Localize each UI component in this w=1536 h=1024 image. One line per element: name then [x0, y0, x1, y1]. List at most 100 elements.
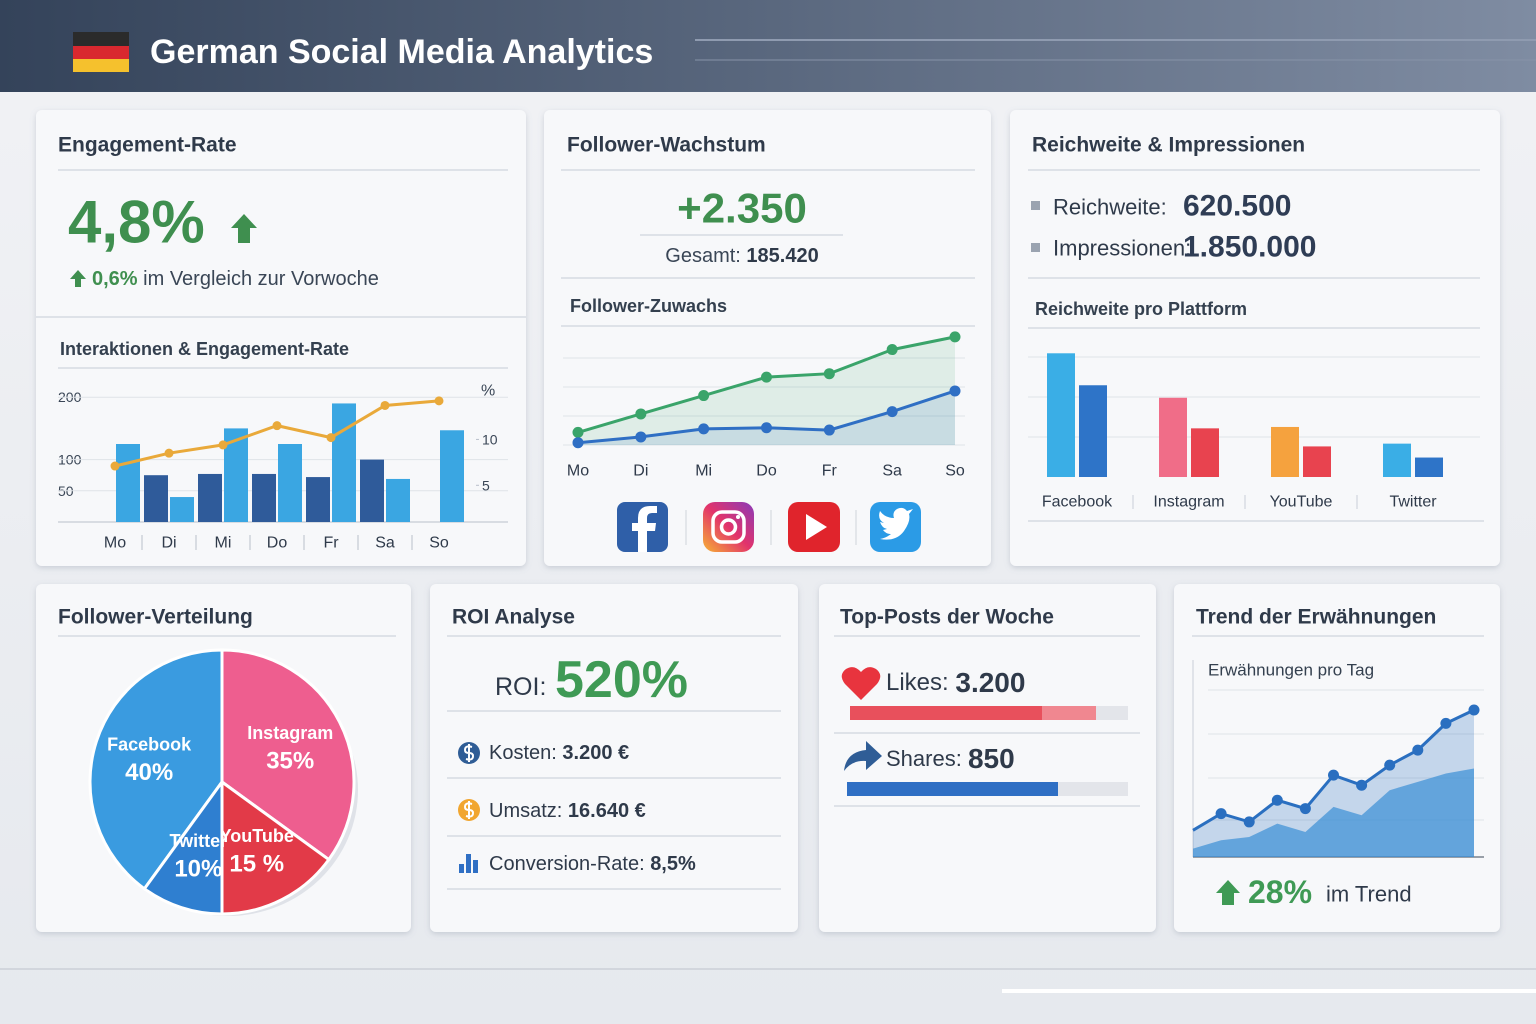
post-item: Likes: 3.200	[886, 667, 1025, 698]
reach-value: 1.850.000	[1183, 231, 1316, 264]
point	[761, 422, 772, 434]
point	[1243, 816, 1255, 828]
bar	[170, 497, 194, 522]
slice-value: 10%	[174, 855, 222, 882]
chart-title: Reichweite pro Plattform	[1035, 299, 1247, 319]
slice-label: Twitter	[170, 831, 228, 851]
pie-slice	[220, 648, 356, 862]
item-value: 3.200 €	[562, 742, 629, 764]
trend-value: 28%	[1248, 874, 1312, 910]
point	[698, 390, 710, 402]
item-label: Conversion-Rate:	[489, 853, 645, 875]
bar	[144, 475, 168, 522]
card	[819, 584, 1156, 932]
bar	[1191, 428, 1219, 477]
item-label: Umsatz:	[489, 800, 562, 822]
cost-icon	[463, 744, 475, 762]
x-tick-label: Mo	[104, 535, 126, 552]
bar	[1271, 426, 1299, 477]
y2-axis-label: %	[481, 383, 495, 400]
slice-value: 35%	[266, 748, 314, 775]
point	[886, 406, 898, 418]
bar	[386, 478, 410, 522]
progress-fill	[850, 706, 1042, 720]
chart-title: Erwähnungen pro Tag	[1208, 661, 1374, 680]
reach-label: Reichweite:	[1053, 195, 1167, 220]
pie-slice	[220, 779, 331, 916]
x-tick-label: So	[429, 535, 449, 552]
bar	[278, 444, 302, 522]
kpi-value: +2.350	[677, 185, 807, 232]
point	[823, 424, 835, 436]
kpi-value: 4,8%	[68, 189, 205, 256]
chart-title: Interaktionen & Engagement-Rate	[60, 339, 349, 359]
card-title: Engagement-Rate	[58, 134, 237, 157]
item-value: 16.640 €	[568, 800, 646, 822]
slice-value: 40%	[125, 759, 173, 786]
card-title: Trend der Erwähnungen	[1196, 606, 1436, 629]
item-value: 8,5%	[650, 853, 696, 875]
x-tick-label: Di	[633, 463, 648, 480]
header-bar	[0, 0, 1536, 92]
bullet	[1031, 201, 1040, 210]
point	[1271, 794, 1283, 806]
point	[635, 408, 647, 420]
point	[326, 433, 336, 443]
post-item: Shares: 850	[886, 743, 1015, 774]
card-title: Follower-Verteilung	[58, 606, 253, 629]
bar	[116, 444, 140, 522]
item-label: Shares:	[886, 746, 962, 771]
card	[544, 110, 991, 566]
x-tick-label: Sa	[375, 535, 395, 552]
point	[572, 437, 584, 449]
chart-icon	[459, 854, 478, 873]
x-tick-label: Mo	[567, 463, 589, 480]
item-label: Likes:	[886, 669, 949, 696]
item-label: Kosten:	[489, 742, 557, 764]
page-title: German Social Media Analytics	[150, 33, 653, 71]
x-tick-label: Do	[756, 463, 777, 480]
point	[1440, 717, 1452, 729]
point	[949, 331, 961, 343]
point	[218, 440, 228, 450]
instagram-icon	[703, 502, 754, 552]
progress-fill	[847, 782, 1058, 796]
facebook-icon	[617, 502, 668, 552]
total-label: Gesamt:	[665, 245, 741, 267]
bar	[360, 459, 384, 522]
point	[1356, 779, 1368, 791]
roi-item: Conversion-Rate: 8,5%	[489, 853, 696, 875]
point	[886, 344, 898, 356]
slice-value: 15 %	[229, 851, 284, 878]
roi-item: Umsatz: 16.640 €	[489, 800, 646, 822]
card-title: Reichweite & Impressionen	[1032, 134, 1305, 157]
change-text: im Vergleich zur Vorwoche	[143, 268, 379, 290]
roi-value: 520%	[555, 651, 688, 709]
point	[1328, 769, 1339, 781]
card	[36, 110, 526, 566]
bar	[1159, 397, 1187, 477]
reach-label: Impressionen:	[1053, 236, 1191, 261]
card	[430, 584, 798, 932]
bar	[1415, 457, 1443, 477]
up-arrow	[1216, 880, 1240, 905]
bar	[440, 430, 464, 522]
y2-tick-label: 10	[482, 431, 498, 447]
y2-tick-label: 5	[482, 477, 490, 493]
point	[949, 385, 961, 397]
point	[1215, 808, 1227, 820]
point	[635, 431, 647, 443]
x-tick-label: Sa	[882, 463, 902, 480]
x-tick-label: Di	[161, 535, 176, 552]
bar	[1303, 446, 1331, 477]
x-tick-label: So	[945, 463, 965, 480]
point	[1412, 744, 1424, 756]
x-tick-label: YouTube	[1270, 494, 1333, 511]
point	[380, 400, 390, 410]
point	[1468, 704, 1480, 716]
point	[698, 423, 710, 435]
x-tick-label: Twitter	[1389, 494, 1437, 511]
x-tick-label: Fr	[323, 535, 339, 552]
bar	[1383, 443, 1411, 477]
